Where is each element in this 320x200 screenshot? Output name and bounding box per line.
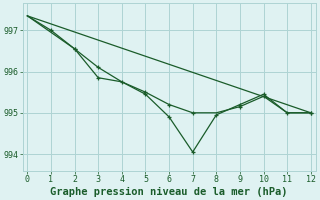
X-axis label: Graphe pression niveau de la mer (hPa): Graphe pression niveau de la mer (hPa) xyxy=(50,186,288,197)
